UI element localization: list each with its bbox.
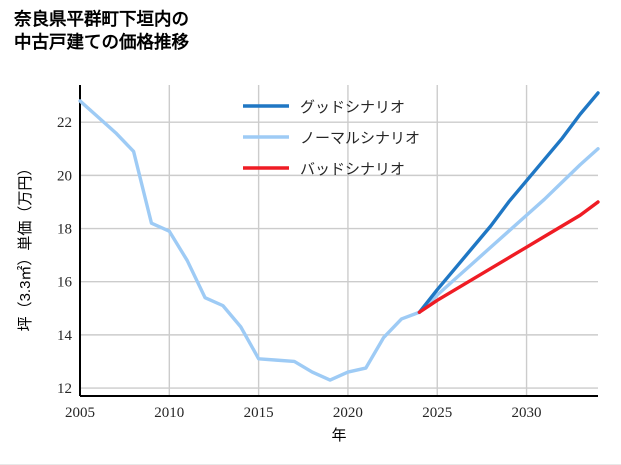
x-tick-label: 2010 [154,405,184,421]
series-line [417,91,600,314]
x-tick-label: 2030 [512,405,542,421]
x-tick-label: 2015 [244,405,274,421]
y-tick-label: 14 [57,328,73,344]
legend-label: バッドシナリオ [300,162,405,178]
chart-title: 奈良県平群町下垣内の 中古戸建ての価格推移 [14,9,189,53]
y-tick-labels: 12 14 16 18 20 22 [57,115,73,397]
x-tick-label: 2020 [333,405,363,421]
x-tick-label: 2005 [65,405,95,421]
legend-label: グッドシナリオ [300,99,405,116]
y-tick-label: 16 [57,275,73,291]
y-tick-label: 22 [57,115,72,131]
y-tick-label: 12 [57,381,72,397]
y-axis-title: 坪（3.3㎡）単価（万円） [17,161,34,332]
x-axis-title: 年 [331,427,346,444]
series-line [417,200,600,314]
x-tick-labels: 2005 2010 2015 2020 2025 2030 [65,405,542,421]
x-tick-label: 2025 [422,405,452,421]
y-tick-label: 18 [57,222,72,238]
legend-label: ノーマルシナリオ [300,131,420,147]
y-tick-label: 20 [57,168,72,184]
series-line [78,99,600,382]
data-series-group [78,91,600,382]
